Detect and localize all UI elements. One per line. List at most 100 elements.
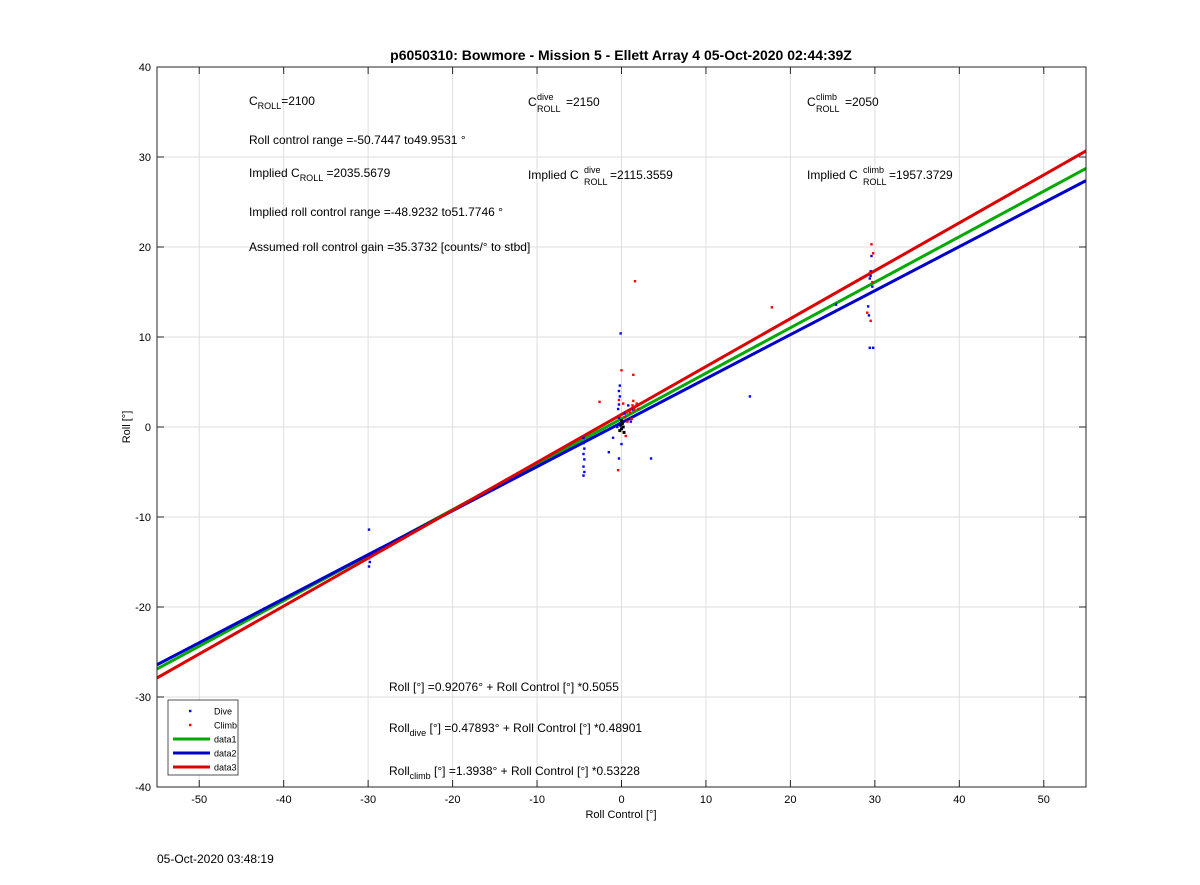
y-tick-label: -20 [135,602,151,614]
data-point-dive [583,470,586,474]
data-point-overlap [622,430,626,434]
annotation-roll-control-range: Roll control range =-50.7447 to49.9531 ° [249,133,466,147]
y-tick-label: -40 [135,782,151,794]
annotation-fit-all: Roll [°] =0.92076° + Roll Control [°] *0… [389,680,619,694]
data-point-dive [748,395,752,398]
annotation-implied-c-roll-climb-value: =1957.3729 [889,168,953,182]
annotation-implied-c-roll-dive-sup: dive [584,165,601,175]
annotation-c-roll: CROLL=2100 [249,94,315,111]
data-point-dive [583,447,586,450]
data-point-overlap [620,427,623,431]
data-point-climb [868,271,871,275]
data-point-dive [618,384,622,387]
data-point-dive [619,332,622,335]
data-point-dive [616,425,619,429]
data-point-overlap [620,419,623,423]
data-point-dive [866,305,870,308]
data-point-climb [869,319,872,322]
legend-label-dive: Dive [214,707,232,717]
data-point-dive [649,457,653,460]
data-point-dive [868,277,871,280]
data-point-overlap [621,425,625,429]
annotation-implied-c-roll-climb-sub: ROLL [863,177,887,187]
data-point-dive [583,458,586,461]
data-point-climb [598,400,601,403]
data-point-dive [868,346,871,349]
legend-label-data1: data1 [214,735,237,745]
data-point-dive [367,528,371,531]
data-point-climb [626,420,629,423]
annotation-c-roll-climb-sup: climb [816,92,837,102]
data-point-climb [625,411,628,414]
data-point-climb [633,280,637,283]
data-point-climb [632,408,636,412]
x-tick-label: -10 [529,794,545,806]
data-point-climb [630,417,633,421]
data-point-climb [635,402,638,405]
scatter-points [367,243,875,568]
data-point-dive [869,274,872,277]
y-tick-label: 0 [145,422,151,434]
y-tick-label: 10 [139,332,151,344]
legend-marker-climb [189,723,192,727]
annotation-implied-c-roll: Implied CROLL =2035.5679 [249,166,391,183]
x-tick-label: 50 [1038,794,1050,806]
x-tick-label: 0 [618,794,624,806]
data-point-climb [367,557,371,560]
footer-timestamp: 05-Oct-2020 03:48:19 [157,852,274,866]
legend-label-climb: Climb [214,721,237,731]
data-point-dive [867,314,871,317]
data-point-dive [582,442,585,445]
data-point-dive [617,403,621,406]
data-point-climb [618,415,622,418]
data-point-dive [617,389,621,393]
data-point-dive [616,407,620,411]
x-axis-label: Roll Control [°] [585,809,656,821]
y-tick-label: -10 [135,512,151,524]
data-point-dive [870,254,873,258]
annotation-c-roll-dive: C [528,95,537,109]
data-point-climb [624,434,627,438]
fit-line-data3 [156,149,1087,680]
x-tick-label: -30 [360,794,376,806]
legend-marker-dive [189,709,192,713]
y-tick-label: 40 [139,62,151,74]
annotation-c-roll-climb: C [807,95,816,109]
data-point-dive [623,412,627,415]
data-point-dive [618,422,622,425]
data-point-climb [637,407,640,411]
x-tick-label: 20 [784,794,796,806]
data-point-dive [834,303,838,306]
data-point-dive [617,457,621,460]
annotation-implied-c-roll-dive: Implied C [528,168,579,182]
data-point-climb [620,369,623,372]
y-tick-label: 20 [139,242,151,254]
y-tick-label: 30 [139,152,151,164]
x-tick-label: 40 [953,794,965,806]
legend-label-data3: data3 [214,763,237,773]
data-point-climb [871,252,875,255]
annotation-implied-c-roll-dive-sub: ROLL [584,177,608,187]
data-point-dive [607,451,611,454]
data-point-climb [623,415,627,419]
x-tick-label: 10 [700,794,712,806]
annotation-implied-c-roll-climb: Implied C [807,168,858,182]
annotation-implied-range: Implied roll control range =-48.9232 to5… [249,205,503,219]
data-point-climb [871,280,874,284]
data-point-climb [866,311,869,314]
data-point-dive [869,270,872,273]
data-point-climb [632,373,635,376]
data-point-climb [633,406,637,409]
data-point-climb [621,402,625,405]
annotation-c-roll-dive-value: =2150 [566,95,600,109]
data-point-dive [627,404,630,407]
annotation-fit-dive: Rolldive [°] =0.47893° + Roll Control [°… [389,721,642,738]
legend-label-data2: data2 [214,749,237,759]
annotation-c-roll-climb-value: =2050 [845,95,879,109]
data-point-dive [368,560,372,564]
data-point-climb [616,469,620,472]
data-point-dive [582,474,585,477]
x-tick-label: 30 [869,794,881,806]
axis-ticks: -50 -40 -30 -20 -10 0 10 20 30 40 50 -40 -30 -20 -10 0 1… [135,62,1086,806]
